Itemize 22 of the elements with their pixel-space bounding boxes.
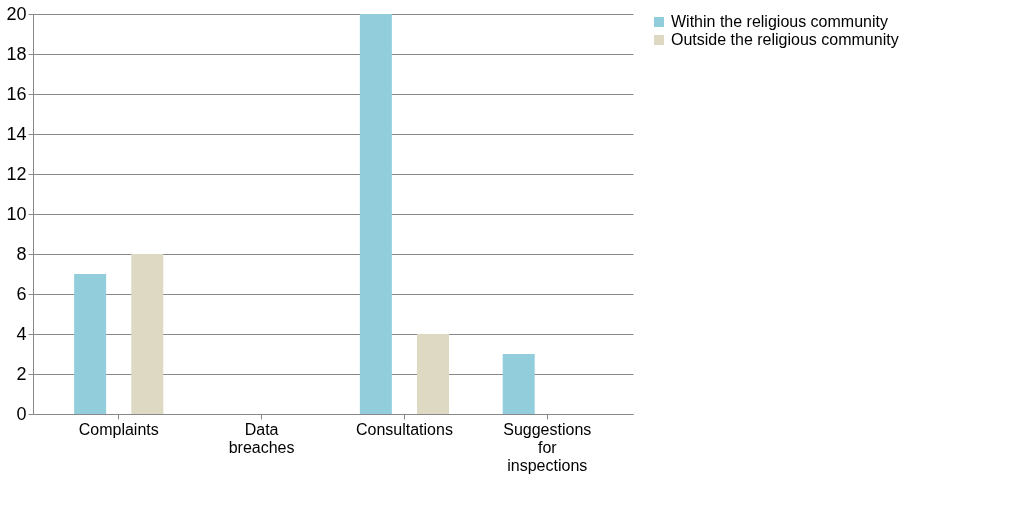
y-tick-label: 16 [6, 83, 27, 104]
bar [131, 254, 164, 414]
x-tick-label: Suggestions for inspections [503, 420, 592, 474]
y-tick-label: 4 [16, 323, 27, 344]
x-tick-label: Data breaches [228, 420, 295, 456]
y-tick-label: 20 [6, 3, 27, 24]
y-tick-label: 12 [6, 163, 27, 184]
y-tick-label: 10 [6, 203, 27, 224]
y-tick-label: 8 [16, 243, 27, 264]
bar [359, 14, 392, 414]
bar [417, 334, 449, 414]
y-tick-label: 0 [16, 403, 27, 424]
legend-label: Within the religious community [671, 13, 888, 30]
y-tick-label: 18 [6, 43, 27, 64]
y-tick-label: 14 [6, 123, 27, 144]
bar [74, 274, 107, 414]
y-tick-label: 2 [16, 363, 27, 384]
x-tick-label: Complaints [78, 420, 159, 438]
bar [502, 354, 535, 414]
y-tick-label: 6 [16, 283, 27, 304]
legend-label: Outside the religious community [671, 31, 899, 48]
x-tick-label: Consultations [355, 420, 453, 438]
